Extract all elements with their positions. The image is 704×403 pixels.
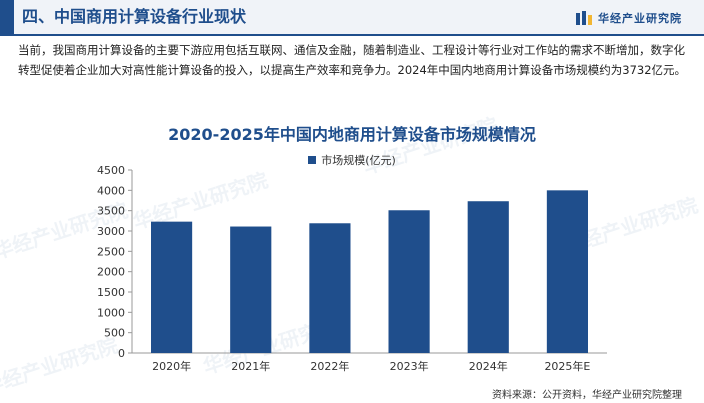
y-tick-label: 2500 (97, 245, 125, 258)
bar (546, 190, 588, 353)
y-tick-label: 1500 (97, 286, 125, 299)
y-tick-label: 4000 (97, 184, 125, 197)
brand-name: 华经产业研究院 (598, 12, 682, 25)
legend-swatch (308, 156, 317, 164)
bar (230, 226, 272, 353)
chart-legend: 市场规模(亿元) (0, 152, 704, 168)
bar (309, 223, 351, 353)
y-tick-label: 3000 (97, 225, 125, 238)
x-tick-label: 2023年 (390, 359, 429, 373)
x-tick-label: 2022年 (310, 359, 349, 373)
x-tick-label: 2025年E (544, 359, 590, 373)
bar (151, 221, 193, 353)
header-accent (0, 0, 14, 34)
hj-logo-icon (576, 11, 592, 25)
legend-label: 市场规模(亿元) (321, 154, 396, 167)
y-tick-label: 2000 (97, 266, 125, 279)
y-tick-label: 0 (118, 347, 125, 360)
source-note: 资料来源：公开资料，华经产业研究院整理 (492, 390, 682, 401)
bar (388, 210, 430, 353)
section-title: 四、中国商用计算设备行业现状 (22, 7, 247, 26)
x-tick-label: 2024年 (469, 359, 508, 373)
brand: 华经产业研究院 (576, 9, 682, 27)
chart-title: 2020-2025年中国内地商用计算设备市场规模情况 (168, 125, 536, 144)
header-bar: 四、中国商用计算设备行业现状 华经产业研究院 (0, 0, 704, 36)
y-tick-label: 3500 (97, 205, 125, 218)
x-tick-label: 2020年 (152, 359, 191, 373)
y-tick-label: 4500 (97, 164, 125, 177)
intro-paragraph: 当前，我国商用计算设备的主要下游应用包括互联网、通信及金融，随着制造业、工程设计… (18, 43, 687, 77)
x-tick-label: 2021年 (231, 359, 270, 373)
y-tick-label: 500 (104, 327, 125, 340)
bar (467, 201, 509, 353)
y-tick-label: 1000 (97, 306, 125, 319)
